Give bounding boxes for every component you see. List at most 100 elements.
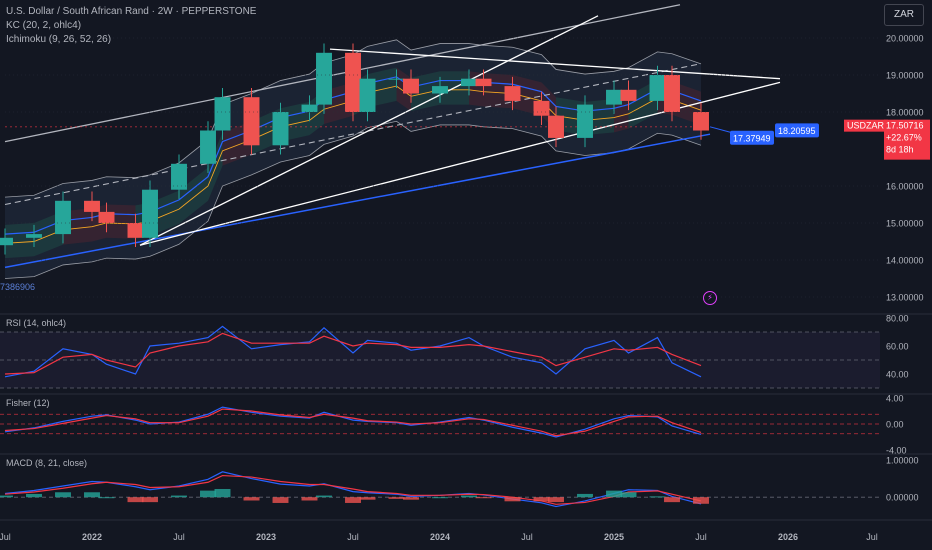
candle-body	[272, 112, 289, 146]
macd-histogram-bar	[214, 488, 231, 498]
price-label-b: 18.20595	[778, 126, 816, 136]
fisher-axis-label: 0.00	[886, 420, 904, 430]
candle-body	[403, 78, 419, 94]
fisher-series-line	[4, 408, 702, 437]
flash-icon[interactable]: ⚡	[703, 291, 717, 305]
macd-histogram-bar	[301, 497, 318, 501]
channel-lower-line	[4, 133, 711, 269]
candle-body	[548, 115, 564, 138]
macd-histogram-bar	[403, 497, 419, 500]
candle-body	[461, 78, 477, 87]
time-axis-label: Jul	[695, 532, 707, 542]
candle-body	[620, 89, 637, 101]
macd-histogram-bar	[432, 497, 448, 499]
macd-title: MACD (8, 21, close)	[6, 458, 87, 468]
fisher-axis-label: -4.00	[886, 446, 907, 456]
price-axis-label: 18.00000	[886, 108, 924, 118]
price-axis-label: 20.00000	[886, 34, 924, 44]
macd-histogram-bar	[26, 493, 42, 498]
rsi-title: RSI (14, ohlc4)	[6, 318, 66, 328]
kc-indicator-label[interactable]: KC (20, 2, ohlc4)	[6, 20, 82, 31]
macd-histogram-bar	[693, 497, 709, 504]
price-axis-label: 14.00000	[886, 256, 924, 266]
ichimoku-cloud-segment	[179, 167, 208, 224]
candle-body	[359, 78, 376, 112]
candle-body	[26, 234, 42, 238]
rsi-axis-label: 80.00	[886, 314, 909, 324]
price-badge-time: 8d 18h	[886, 145, 914, 155]
macd-histogram-bar	[243, 497, 260, 501]
rsi-axis-label: 40.00	[886, 370, 909, 380]
macd-histogram-bar	[84, 492, 100, 498]
time-axis-label: Jul	[521, 532, 533, 542]
macd-histogram-bar	[142, 497, 158, 503]
candle-body	[98, 211, 115, 223]
channel-upper-line	[4, 4, 681, 143]
macd-histogram-bar	[548, 497, 564, 503]
candle-body	[577, 104, 593, 138]
rsi-series-line	[4, 325, 702, 378]
candle-body	[475, 78, 492, 87]
time-axis-label: Jul	[0, 532, 11, 542]
macd-series-line	[4, 471, 702, 508]
price-label-b-box	[775, 123, 819, 138]
macd-histogram-bar	[272, 497, 289, 503]
currency-button[interactable]: ZAR	[884, 4, 924, 26]
time-axis-label: Jul	[347, 532, 359, 542]
keltner-lower-line	[4, 120, 702, 279]
fisher-title: Fisher (12)	[6, 398, 50, 408]
rsi-axis-label: 60.00	[886, 342, 909, 352]
macd-histogram-bar	[359, 497, 376, 500]
symbol-title: U.S. Dollar / South African Rand · 2W · …	[6, 6, 257, 17]
macd-histogram-bar	[316, 495, 332, 498]
macd-histogram-bar	[0, 495, 13, 498]
macd-histogram-bar	[200, 490, 216, 498]
candle-body	[200, 130, 216, 164]
rsi-background-band	[0, 332, 880, 388]
fan-line-steep	[139, 15, 599, 246]
candle-body	[504, 86, 521, 101]
ichimoku-indicator-label[interactable]: Ichimoku (9, 26, 52, 26)	[6, 34, 112, 45]
candle-body	[171, 163, 187, 190]
macd-histogram-bar	[98, 497, 115, 499]
candle-body	[388, 78, 405, 80]
time-axis-label: 2022	[82, 532, 102, 542]
macd-histogram-bar	[55, 492, 71, 498]
macd-series-line	[4, 474, 702, 505]
candle-body	[345, 52, 361, 112]
candle-body	[606, 89, 622, 105]
price-badge-value: 17.50716	[886, 121, 924, 131]
macd-axis-label: 1.00000	[886, 455, 919, 465]
candle-body	[693, 112, 709, 131]
candle-body	[127, 223, 144, 238]
macd-histogram-bar	[649, 496, 666, 498]
macd-histogram-bar	[475, 497, 492, 499]
candle-body	[84, 200, 100, 212]
macd-histogram-bar	[533, 497, 550, 502]
price-label-a: 17.37949	[733, 133, 771, 143]
rsi-series-line	[4, 332, 702, 375]
price-badge-change: +22.67%	[886, 133, 922, 143]
fisher-axis-label: 4.00	[886, 394, 904, 404]
time-axis-label: 2026	[778, 532, 798, 542]
wedge-line	[329, 48, 781, 80]
candle-body	[649, 75, 666, 101]
price-axis-label: 16.00000	[886, 182, 924, 192]
price-axis-label: 15.00000	[886, 219, 924, 229]
candle-body	[301, 104, 318, 112]
time-axis-label: Jul	[866, 532, 878, 542]
macd-histogram-bar	[388, 497, 405, 499]
candle-body	[533, 100, 550, 116]
price-axis-label: 19.00000	[886, 71, 924, 81]
candle-body	[0, 237, 13, 246]
candle-body	[243, 97, 260, 146]
macd-histogram-bar	[504, 497, 521, 502]
time-axis-label: 2025	[604, 532, 624, 542]
candle-body	[55, 200, 71, 235]
time-axis-label: 2024	[430, 532, 450, 542]
macd-histogram-bar	[127, 497, 144, 503]
macd-histogram-bar	[345, 497, 361, 503]
candle-body	[432, 86, 448, 94]
symbol-badge	[844, 119, 888, 132]
